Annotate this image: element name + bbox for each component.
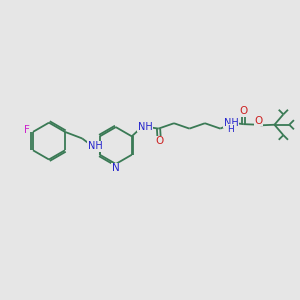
Text: O: O: [155, 136, 163, 146]
Text: NH: NH: [88, 141, 102, 152]
Text: F: F: [23, 125, 29, 135]
Text: O: O: [255, 116, 263, 126]
Text: NH: NH: [224, 118, 239, 128]
Text: NH: NH: [138, 122, 152, 131]
Text: N: N: [112, 164, 120, 173]
Text: H: H: [227, 125, 234, 134]
Text: O: O: [239, 106, 248, 116]
